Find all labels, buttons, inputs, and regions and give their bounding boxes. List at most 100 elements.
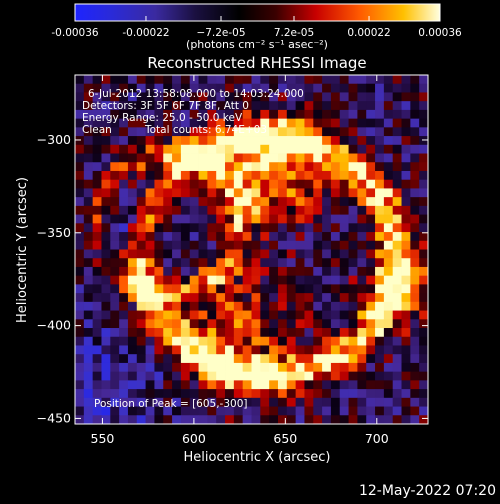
- heatmap-cell: [242, 144, 252, 154]
- heatmap-cell: [260, 153, 270, 163]
- heatmap-cell: [330, 197, 341, 207]
- heatmap-cell: [92, 109, 102, 120]
- heatmap-cell: [154, 362, 164, 373]
- heatmap-cell: [304, 170, 314, 181]
- heatmap-cell: [260, 293, 270, 303]
- heatmap-cell: [92, 354, 102, 364]
- heatmap-cell: [357, 223, 367, 233]
- heatmap-cell: [110, 328, 120, 338]
- heatmap-cell: [419, 258, 428, 268]
- heatmap-cell: [339, 258, 349, 268]
- heatmap-cell: [110, 197, 120, 207]
- heatmap-cell: [216, 362, 226, 373]
- heatmap-cell: [136, 197, 146, 207]
- heatmap-cell: [348, 380, 358, 390]
- heatmap-cell: [127, 197, 138, 207]
- heatmap-cell: [242, 415, 252, 424]
- heatmap-cell: [269, 406, 279, 416]
- heatmap-cell: [277, 101, 288, 111]
- heatmap-cell: [410, 293, 420, 303]
- heatmap-cell: [277, 170, 288, 181]
- heatmap-cell: [313, 92, 323, 102]
- heatmap-cell: [75, 240, 85, 250]
- heatmap-cell: [304, 275, 314, 285]
- heatmap-cell: [357, 310, 367, 320]
- heatmap-cell: [419, 266, 428, 277]
- heatmap-cell: [366, 205, 376, 216]
- heatmap-cell: [410, 75, 420, 85]
- heatmap-cell: [339, 240, 349, 250]
- heatmap-cell: [330, 371, 341, 381]
- heatmap-cell: [313, 249, 323, 259]
- heatmap-cell: [419, 284, 428, 294]
- heatmap-cell: [242, 179, 252, 189]
- heatmap-cell: [313, 144, 323, 154]
- heatmap-cell: [269, 83, 279, 93]
- heatmap-cell: [277, 92, 288, 102]
- heatmap-cell: [136, 266, 146, 277]
- heatmap-cell: [145, 136, 155, 146]
- heatmap-cell: [83, 75, 94, 85]
- heatmap-cell: [286, 240, 297, 250]
- heatmap-cell: [322, 92, 332, 102]
- heatmap-cell: [330, 75, 341, 85]
- heatmap-cell: [216, 75, 226, 85]
- heatmap-cell: [198, 266, 208, 277]
- heatmap-cell: [92, 293, 102, 303]
- heatmap-cell: [145, 293, 155, 303]
- heatmap-cell: [207, 101, 217, 111]
- heatmap-cell: [233, 214, 244, 224]
- heatmap-cell: [163, 144, 173, 154]
- heatmap-cell: [172, 336, 182, 346]
- heatmap-cell: [313, 223, 323, 233]
- heatmap-cell: [233, 240, 244, 250]
- heatmap-cell: [269, 118, 279, 128]
- heatmap-cell: [322, 249, 332, 259]
- heatmap-cell: [180, 109, 191, 120]
- heatmap-cell: [145, 328, 155, 338]
- heatmap-cell: [119, 232, 129, 242]
- heatmap-cell: [401, 336, 411, 346]
- heatmap-cell: [357, 406, 367, 416]
- heatmap-cell: [277, 232, 288, 242]
- heatmap-cell: [277, 223, 288, 233]
- heatmap-cell: [225, 144, 235, 154]
- heatmap-cell: [233, 371, 244, 381]
- heatmap-cell: [251, 301, 261, 311]
- heatmap-cell: [233, 83, 244, 93]
- heatmap-cell: [136, 162, 146, 172]
- heatmap-cell: [383, 205, 394, 216]
- heatmap-cell: [383, 162, 394, 172]
- heatmap-cell: [313, 310, 323, 320]
- heatmap-cell: [83, 223, 94, 233]
- heatmap-cell: [392, 336, 402, 346]
- heatmap-cell: [322, 258, 332, 268]
- heatmap-cell: [145, 75, 155, 85]
- heatmap-cell: [295, 249, 305, 259]
- heatmap-cell: [251, 179, 261, 189]
- heatmap-cell: [216, 266, 226, 277]
- heatmap-cell: [313, 362, 323, 373]
- heatmap-cell: [313, 127, 323, 137]
- heatmap-cell: [110, 205, 120, 216]
- heatmap-cell: [348, 389, 358, 399]
- heatmap-cell: [154, 223, 164, 233]
- heatmap-cell: [233, 345, 244, 355]
- heatmap-cell: [101, 101, 111, 111]
- heatmap-cell: [172, 101, 182, 111]
- heatmap-cell: [304, 83, 314, 93]
- heatmap-cell: [375, 197, 385, 207]
- heatmap-cell: [383, 345, 394, 355]
- heatmap-cell: [410, 223, 420, 233]
- heatmap-cell: [330, 293, 341, 303]
- heatmap-cell: [295, 118, 305, 128]
- heatmap-cell: [313, 205, 323, 216]
- heatmap-cell: [163, 389, 173, 399]
- heatmap-cell: [251, 319, 261, 329]
- heatmap-cell: [392, 293, 402, 303]
- heatmap-cell: [163, 328, 173, 338]
- y-tick-label: −300: [37, 132, 71, 147]
- heatmap-cell: [233, 170, 244, 181]
- heatmap-cell: [145, 406, 155, 416]
- heatmap-cell: [154, 109, 164, 120]
